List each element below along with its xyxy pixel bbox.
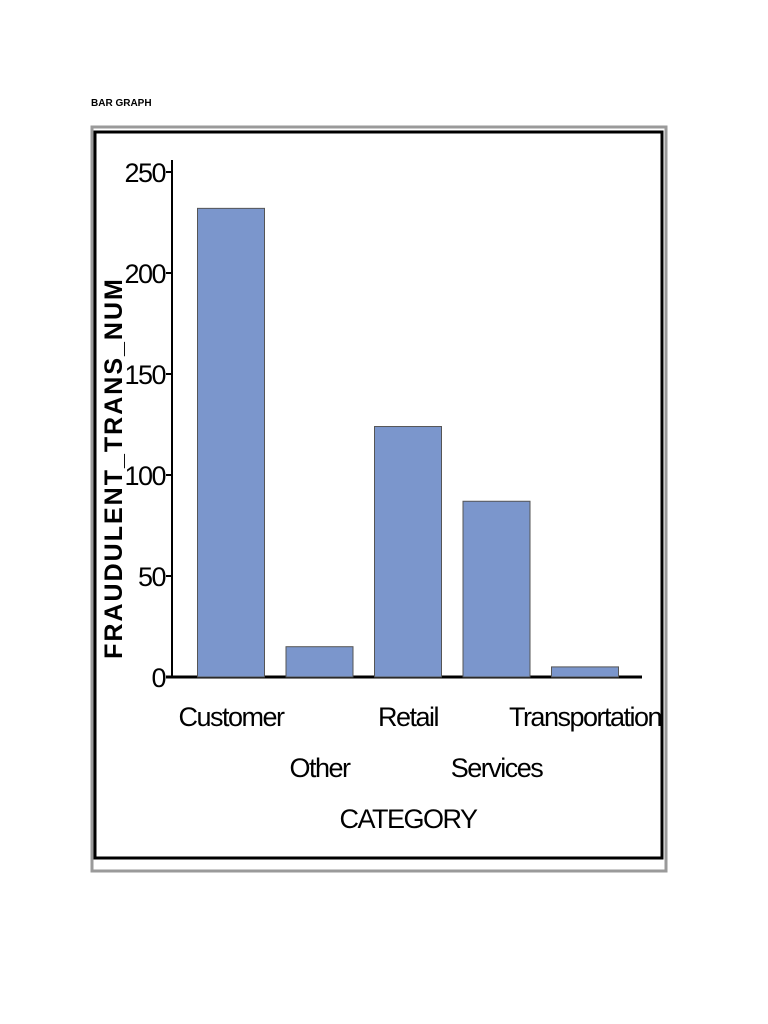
y-tick-label: 150 [124,360,165,390]
bar [197,207,265,678]
x-tick-label: Transportation [509,702,662,732]
bar [551,666,619,678]
y-tick-label: 50 [138,562,166,592]
x-tick-label: Services [451,753,544,783]
y-tick-label: 100 [124,461,165,491]
y-tick-label: 200 [124,259,165,289]
y-tick-label: 0 [151,663,165,693]
x-axis-title: CATEGORY [339,804,478,834]
bar [374,426,442,678]
heading: BAR GRAPH [91,98,152,109]
x-tick-label: Customer [178,702,285,732]
y-axis-title: FRAUDULENT_TRANS_NUM [100,277,128,659]
y-tick-label: 250 [124,158,165,188]
x-tick-label: Other [289,753,351,783]
bar [462,500,531,678]
x-tick-label: Retail [378,702,439,732]
bar [285,646,354,678]
